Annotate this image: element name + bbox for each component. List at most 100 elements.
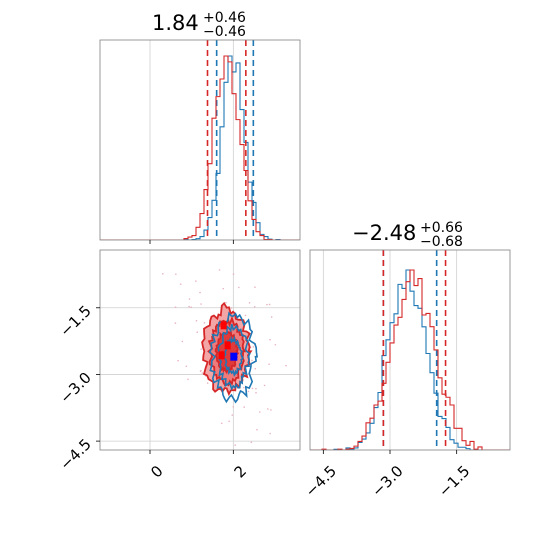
- scatter-point: [179, 283, 182, 285]
- scatter-point: [256, 428, 258, 431]
- scatter-point: [232, 406, 235, 408]
- scatter-point: [234, 444, 237, 446]
- top-hist-title: 1.84 +0.46 −0.46: [152, 10, 246, 40]
- scatter-point: [201, 372, 204, 374]
- scatter-point: [268, 303, 271, 306]
- histogram-series-1: [310, 269, 510, 450]
- histogram-series-1: [100, 55, 300, 240]
- scatter-point: [267, 408, 269, 410]
- scatter-point: [185, 365, 188, 368]
- x-tick-label: −4.5: [302, 462, 340, 500]
- right-histogram-frame: [309, 249, 511, 451]
- scatter-point: [303, 358, 305, 360]
- scatter-point: [231, 414, 234, 416]
- scatter-point: [255, 387, 257, 390]
- top-histogram-panel: [100, 40, 300, 240]
- scatter-point: [317, 398, 319, 400]
- scatter-point: [268, 363, 270, 365]
- red-density-pixel: [224, 341, 231, 350]
- scatter-point: [174, 322, 177, 324]
- scatter-point: [177, 359, 179, 362]
- scatter-point: [203, 322, 206, 324]
- scatter-point: [174, 306, 177, 309]
- blue-density-pixel: [230, 352, 238, 361]
- scatter-point: [270, 409, 272, 411]
- histogram-series-0: [310, 269, 510, 450]
- scatter-point: [252, 346, 255, 348]
- right-hist-title-minus: −0.68: [420, 234, 463, 250]
- scatter-point: [215, 241, 217, 243]
- red-density-pixel: [218, 351, 225, 360]
- scatter-point: [270, 316, 273, 318]
- right-hist-title-median: −2.48: [352, 221, 416, 245]
- scatter-point: [204, 248, 206, 250]
- scatter-point: [244, 314, 247, 317]
- scatter-point: [263, 384, 266, 387]
- top-histogram-frame: [99, 39, 301, 241]
- axis-ticks: 0 2 −1.5 −3.0 −4.5 −4.5 −3.0 −1.5: [56, 240, 473, 501]
- y-tick-label: −1.5: [56, 302, 94, 340]
- red-density-pixel: [220, 321, 227, 330]
- right-hist-title: −2.48 +0.66 −0.68: [352, 220, 463, 250]
- scatter-point: [195, 280, 197, 282]
- scatter-point: [200, 303, 202, 305]
- scatter-point: [220, 422, 223, 425]
- scatter-point: [253, 305, 256, 308]
- scatter-point: [285, 364, 287, 367]
- scatter-point: [248, 454, 250, 456]
- x-tick-label: 2: [231, 462, 250, 481]
- top-hist-title-minus: −0.46: [203, 24, 246, 40]
- scatter-point: [162, 273, 164, 275]
- contour-panel: [100, 241, 319, 517]
- scatter-point: [203, 515, 205, 517]
- scatter-point: [255, 391, 257, 394]
- scatter-point: [251, 359, 253, 362]
- scatter-point: [254, 451, 256, 453]
- scatter-point: [250, 441, 253, 444]
- scatter-point: [222, 287, 225, 290]
- right-hist-title-plus: +0.66: [420, 220, 463, 236]
- scatter-point: [218, 269, 221, 271]
- scatter-point: [200, 348, 203, 350]
- top-hist-title-median: 1.84: [152, 11, 199, 35]
- scatter-point: [228, 420, 230, 423]
- scatter-point: [247, 390, 250, 393]
- blue-contour-level-0: [208, 311, 259, 404]
- scatter-point: [196, 331, 199, 333]
- scatter-point: [188, 305, 190, 308]
- scatter-point: [212, 462, 214, 464]
- scatter-point: [187, 378, 189, 381]
- scatter-point: [274, 343, 277, 346]
- scatter-point: [254, 367, 257, 370]
- scatter-point: [266, 303, 268, 306]
- histogram-series-0: [100, 55, 300, 240]
- scatter-point: [175, 273, 177, 275]
- scatter-point: [190, 306, 192, 309]
- y-tick-label: −3.0: [56, 369, 94, 407]
- scatter-point: [243, 386, 245, 389]
- scatter-point: [206, 382, 209, 384]
- scatter-point: [181, 340, 184, 343]
- scatter-point: [269, 432, 271, 435]
- scatter-point: [258, 411, 261, 413]
- scatter-point: [243, 406, 245, 408]
- contour-frame: [99, 249, 301, 451]
- right-histogram-panel: [310, 250, 510, 450]
- scatter-point: [251, 387, 254, 390]
- y-tick-label: −4.5: [56, 435, 94, 473]
- scatter-point: [269, 338, 271, 341]
- scatter-point: [238, 286, 240, 289]
- scatter-point: [213, 500, 215, 502]
- scatter-point: [230, 307, 233, 309]
- scatter-point: [254, 286, 256, 288]
- scatter-point: [242, 457, 244, 459]
- scatter-point: [199, 291, 201, 294]
- scatter-point: [199, 477, 201, 479]
- blue-contour-level-2: [223, 335, 244, 377]
- scatter-point: [232, 273, 235, 275]
- top-hist-title-plus: +0.46: [203, 10, 246, 26]
- x-tick-label: 0: [147, 462, 166, 481]
- x-tick-label: −3.0: [368, 462, 406, 500]
- x-tick-label: −1.5: [435, 462, 473, 500]
